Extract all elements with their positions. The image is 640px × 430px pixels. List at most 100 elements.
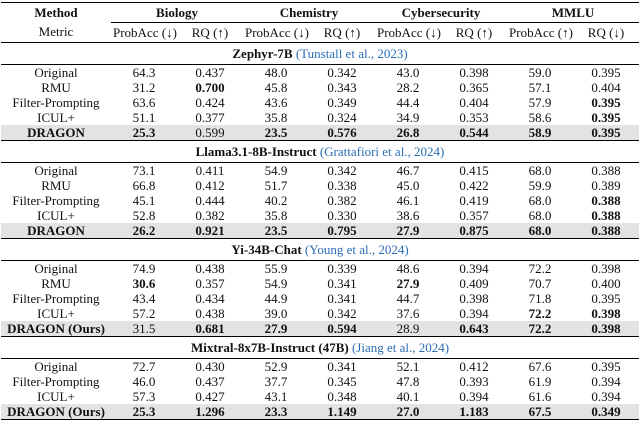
value-cell: 59.0 — [528, 64, 552, 80]
value-cell: 26.8 — [375, 125, 441, 141]
value-cell: 48.6 — [396, 260, 420, 276]
value-cell: 0.438 — [195, 305, 225, 321]
value-cell: 47.8 — [396, 373, 420, 389]
method-cell: ICUL+ — [37, 388, 75, 404]
table-body: Method Biology Chemistry Cybersecurity MMLU M… — [1, 2, 640, 420]
value-cell: 40.1 — [396, 388, 420, 404]
value-cell: 0.437 — [195, 64, 225, 80]
citation: (Young et al., 2024) — [304, 241, 409, 257]
value-cell: 0.353 — [459, 109, 489, 125]
value-cell: 73.1 — [132, 162, 156, 178]
value-cell: 44.4 — [396, 94, 420, 110]
value-cell: 23.5 — [243, 125, 309, 141]
value-cell: 0.345 — [327, 373, 357, 389]
value-cell: 0.365 — [459, 79, 489, 95]
value-cell: 66.8 — [132, 177, 156, 193]
method-cell: Original — [34, 162, 78, 178]
value-cell: 38.6 — [396, 207, 420, 223]
metric-header: RQ (↑) — [441, 22, 508, 43]
value-cell: 44.7 — [396, 290, 420, 306]
value-cell: 0.339 — [327, 260, 357, 276]
value-cell: 23.5 — [243, 223, 309, 239]
value-cell: 1.296 — [177, 404, 243, 420]
value-cell: 0.338 — [327, 177, 357, 193]
value-cell: 0.404 — [591, 79, 621, 95]
value-cell: 0.398 — [591, 260, 621, 276]
value-cell: 43.4 — [132, 290, 156, 306]
value-cell: 0.398 — [459, 290, 489, 306]
value-cell: 0.411 — [195, 162, 225, 178]
data-row: RMU 30.6 0.357 54.9 0.341 27.9 0.409 70.7 0.400 — [1, 276, 639, 291]
value-cell: 0.430 — [195, 358, 225, 374]
metric-header: RQ (↑) — [177, 22, 243, 43]
group-title: Llama3.1-8B-Instruct (Grattafiori et al.… — [1, 140, 640, 163]
method-cell: Original — [34, 358, 78, 374]
value-cell: 37.7 — [264, 373, 288, 389]
value-cell: 0.382 — [195, 207, 225, 223]
value-cell: 0.409 — [459, 275, 489, 291]
value-cell: 1.183 — [441, 404, 508, 420]
value-cell: 0.438 — [195, 260, 225, 276]
value-cell: 0.388 — [591, 207, 621, 223]
value-cell: 35.8 — [264, 207, 288, 223]
value-cell: 0.389 — [591, 177, 621, 193]
model-name: Mixtral-8x7B-Instruct (47B) — [190, 339, 349, 355]
value-cell: 0.875 — [441, 223, 508, 239]
value-cell: 0.415 — [459, 162, 489, 178]
value-cell: 54.9 — [264, 162, 288, 178]
value-cell: 0.395 — [573, 125, 640, 141]
value-cell: 0.422 — [459, 177, 489, 193]
value-cell: 52.8 — [132, 207, 156, 223]
value-cell: 74.9 — [132, 260, 156, 276]
value-cell: 0.412 — [459, 358, 489, 374]
model-name: Llama3.1-8B-Instruct — [195, 143, 317, 159]
value-cell: 0.643 — [441, 321, 508, 337]
data-row: Original 64.3 0.437 48.0 0.342 43.0 0.398 59.0 0… — [1, 65, 639, 81]
value-cell: 54.9 — [264, 275, 288, 291]
value-cell: 27.0 — [375, 404, 441, 420]
value-cell: 46.1 — [396, 192, 420, 208]
value-cell: 68.0 — [528, 192, 552, 208]
value-cell: 0.341 — [327, 275, 357, 291]
method-cell: Filter-Prompting — [12, 290, 100, 306]
domain-header: Cybersecurity — [375, 2, 508, 23]
data-row: Filter-Prompting 46.0 0.437 37.7 0.345 47.8 0.… — [1, 374, 639, 389]
value-cell: 0.398 — [459, 64, 489, 80]
method-cell: RMU — [41, 275, 71, 291]
model-name: Zephyr-7B — [232, 45, 293, 61]
metric-label: Metric — [1, 22, 111, 43]
group-title: Zephyr-7B (Tunstall et al., 2023) — [1, 42, 640, 65]
value-cell: 0.342 — [327, 162, 357, 178]
value-cell: 43.1 — [264, 388, 288, 404]
value-cell: 0.349 — [573, 404, 640, 420]
header-row: Method Biology Chemistry Cybersecurity MMLU — [1, 2, 640, 23]
metric-header: ProbAcc (↓) — [111, 22, 177, 43]
value-cell: 0.395 — [591, 358, 621, 374]
method-cell: DRAGON — [1, 125, 111, 141]
value-cell: 0.341 — [327, 290, 357, 306]
data-row: ICUL+ 52.8 0.382 35.8 0.330 38.6 0.357 68.0 0.38… — [1, 208, 639, 223]
value-cell: 57.2 — [132, 305, 156, 321]
method-cell: Filter-Prompting — [12, 94, 100, 110]
group-row: Zephyr-7B (Tunstall et al., 2023) — [1, 42, 640, 65]
value-cell: 0.437 — [195, 373, 225, 389]
data-row: Filter-Prompting 63.6 0.424 43.6 0.349 44.4 0.… — [1, 95, 639, 110]
citation: (Jiang et al., 2024) — [351, 339, 450, 355]
method-cell: ICUL+ — [37, 305, 75, 321]
data-row: ICUL+ 51.1 0.377 35.8 0.324 34.9 0.353 58.6 0.39… — [1, 110, 639, 125]
value-cell: 0.419 — [459, 192, 489, 208]
method-cell: Filter-Prompting — [12, 192, 100, 208]
data-row: Original 72.7 0.430 52.9 0.341 52.1 0.412 67.6 0… — [1, 359, 639, 375]
value-cell: 26.2 — [111, 223, 177, 239]
method-cell: RMU — [41, 79, 71, 95]
value-cell: 0.388 — [591, 192, 621, 208]
value-cell: 72.7 — [132, 358, 156, 374]
value-cell: 70.7 — [528, 275, 552, 291]
value-cell: 27.9 — [243, 321, 309, 337]
data-row: DRAGON (Ours) 31.5 0.681 27.9 0.594 28.9 0.643… — [1, 321, 640, 337]
data-row: DRAGON 26.2 0.921 23.5 0.795 27.9 0.875 68.0 0.3… — [1, 223, 640, 239]
value-cell: 35.8 — [264, 109, 288, 125]
value-cell: 25.3 — [111, 404, 177, 420]
value-cell: 0.330 — [327, 207, 357, 223]
